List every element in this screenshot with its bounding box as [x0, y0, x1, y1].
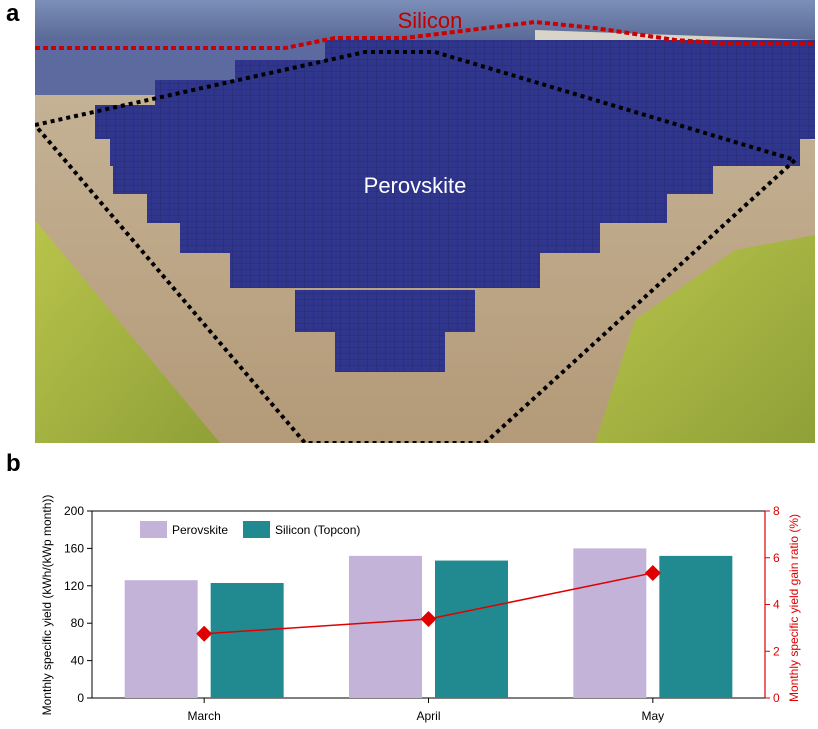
legend: Perovskite Silicon (Topcon)	[140, 521, 360, 538]
y2-tick-label: 4	[773, 598, 780, 612]
x-axis: March April May	[187, 698, 664, 723]
panel-b-letter: b	[6, 450, 21, 477]
legend-swatch	[243, 521, 270, 538]
y-tick-label: 120	[64, 579, 84, 593]
perovskite-array	[95, 40, 815, 372]
gain-point-april	[420, 610, 437, 627]
y2-tick-label: 0	[773, 691, 780, 705]
y-tick-label: 200	[64, 504, 84, 518]
perovskite-border	[35, 50, 799, 443]
bar-perovskite-march	[124, 580, 198, 698]
y-axis-title: Monthly specific yield (kWh/(kWp month))	[40, 495, 54, 716]
bar-silicon-topcon--march	[210, 582, 284, 698]
panel-a-letter: a	[6, 0, 20, 27]
y2-tick-label: 2	[773, 644, 780, 658]
bar-perovskite-may	[573, 548, 647, 698]
gain-point-may	[644, 564, 661, 581]
x-tick-label: March	[187, 709, 220, 723]
bar-silicon-topcon--april	[435, 560, 508, 698]
gain-point-march	[196, 625, 213, 642]
y-tick-label: 160	[64, 541, 84, 555]
bar-silicon-topcon--may	[659, 555, 733, 698]
panel-row	[335, 330, 445, 372]
gain-line-series	[196, 564, 661, 642]
y-axis-right: 0 2 4 6 8	[765, 504, 780, 705]
y2-tick-label: 6	[773, 551, 780, 565]
silicon-label: Silicon	[398, 8, 463, 33]
panel-row	[295, 290, 475, 332]
x-tick-label: May	[641, 709, 664, 723]
legend-label: Silicon (Topcon)	[275, 523, 360, 537]
y-tick-label: 40	[71, 654, 85, 668]
y2-axis-title: Monthly specific yield gain ratio (%)	[787, 514, 801, 702]
perovskite-label: Perovskite	[364, 173, 467, 198]
water-left	[35, 220, 220, 443]
legend-swatch	[140, 521, 167, 538]
bar-perovskite-april	[349, 555, 422, 698]
solar-farm-photo: Silicon Perovskite	[35, 0, 815, 443]
y-tick-label: 80	[71, 616, 85, 630]
x-tick-label: April	[416, 709, 440, 723]
legend-label: Perovskite	[172, 523, 228, 537]
bars	[124, 548, 733, 698]
y-tick-label: 0	[77, 691, 84, 705]
silicon-border	[35, 19, 815, 50]
panel-row	[180, 215, 600, 253]
water-right	[595, 235, 815, 443]
y-axis-left: 0 40 80 120 160 200	[64, 504, 92, 705]
yield-chart: 0 40 80 120 160 200 0 2 4 6 8 March April May Perov…	[40, 495, 801, 723]
y2-tick-label: 8	[773, 504, 780, 518]
panel-row	[230, 248, 540, 288]
